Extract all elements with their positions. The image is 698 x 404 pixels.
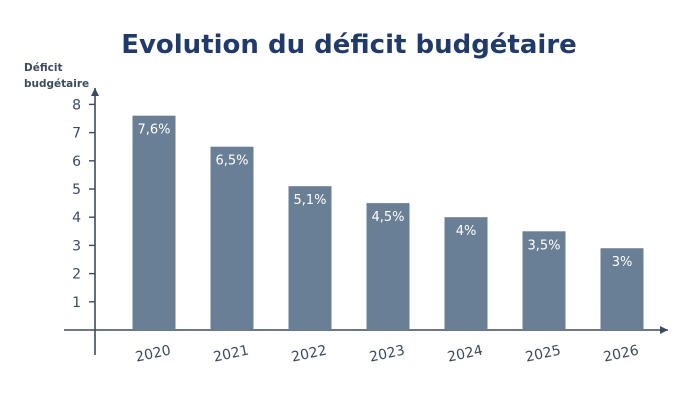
y-axis-label-line-1: Déficit bbox=[24, 62, 63, 74]
y-axis-arrow bbox=[91, 88, 99, 96]
x-tick-label: 2020 bbox=[134, 343, 172, 366]
y-tick-label: 7 bbox=[72, 126, 81, 142]
bar-data-label: 3% bbox=[612, 255, 633, 270]
y-tick-label: 2 bbox=[72, 267, 81, 283]
x-tick-label: 2024 bbox=[446, 343, 484, 366]
y-axis-label-line-2: budgétaire bbox=[24, 78, 90, 90]
bar-data-label: 7,6% bbox=[137, 123, 170, 138]
bar bbox=[210, 146, 254, 330]
y-tick-label: 8 bbox=[72, 97, 81, 113]
bar-data-label: 6,5% bbox=[215, 154, 248, 169]
y-tick-label: 5 bbox=[72, 182, 81, 198]
bar-data-label: 3,5% bbox=[527, 238, 560, 253]
y-axis-label: Déficit budgétaire bbox=[24, 60, 89, 92]
bar bbox=[522, 231, 566, 330]
y-tick-label: 1 bbox=[72, 295, 81, 311]
bar bbox=[444, 217, 488, 330]
bar-data-label: 4% bbox=[456, 224, 477, 239]
y-tick-label: 3 bbox=[72, 238, 81, 254]
x-tick-label: 2022 bbox=[290, 343, 328, 366]
x-axis-arrow bbox=[660, 326, 668, 334]
x-tick-label: 2021 bbox=[212, 343, 250, 366]
bar bbox=[288, 186, 332, 330]
bar bbox=[132, 115, 176, 331]
x-tick-label: 2025 bbox=[524, 343, 562, 366]
y-tick-label: 6 bbox=[72, 154, 81, 170]
x-tick-label: 2023 bbox=[368, 343, 406, 366]
chart-title: Evolution du déficit budgétaire bbox=[121, 30, 577, 60]
bar-data-label: 5,1% bbox=[293, 193, 326, 208]
bar bbox=[600, 248, 644, 330]
x-tick-label: 2026 bbox=[602, 343, 640, 366]
bar-data-label: 4,5% bbox=[371, 210, 404, 225]
bar bbox=[366, 203, 410, 330]
y-tick-label: 4 bbox=[72, 210, 81, 226]
